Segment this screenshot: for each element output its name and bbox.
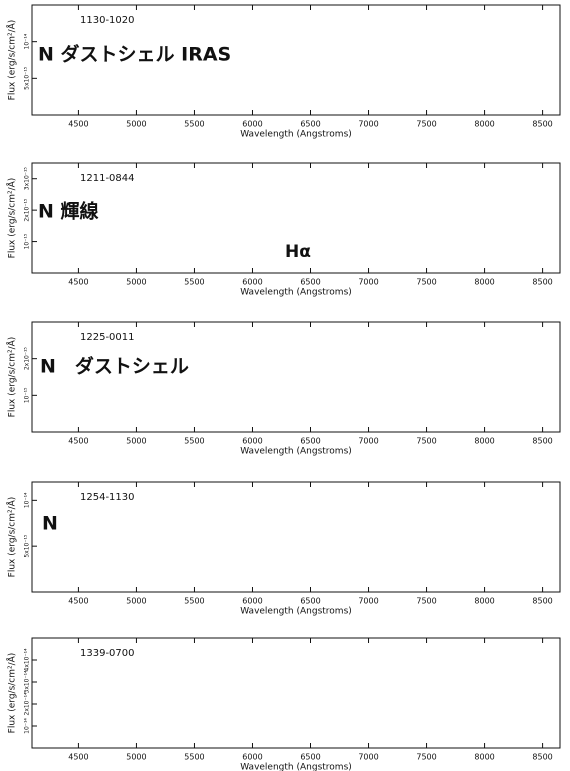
x-tick-label: 8000 bbox=[474, 597, 494, 606]
y-tick-label: 10⁻¹⁵ bbox=[24, 233, 31, 249]
x-tick-label: 7500 bbox=[416, 278, 436, 287]
object-id: 1211-0844 bbox=[80, 173, 135, 184]
y-tick-label: 2x10⁻¹⁴ bbox=[24, 692, 31, 716]
x-tick-label: 5000 bbox=[126, 753, 146, 762]
plot-frame bbox=[31, 162, 561, 274]
x-axis-title: Wavelength (Angstroms) bbox=[240, 763, 352, 771]
plot-frame bbox=[31, 481, 561, 593]
x-axis-title: Wavelength (Angstroms) bbox=[240, 288, 352, 298]
x-tick-label: 6500 bbox=[300, 597, 320, 606]
y-tick-label: 10⁻¹⁴ bbox=[24, 33, 31, 49]
x-tick-label: 7500 bbox=[416, 437, 436, 446]
x-tick-label: 7000 bbox=[358, 437, 378, 446]
y-tick-label: 4x10⁻¹⁴ bbox=[24, 648, 31, 672]
annotation: N ダストシェル bbox=[40, 355, 189, 378]
x-tick-label: 6000 bbox=[242, 278, 262, 287]
x-tick-label: 8500 bbox=[532, 753, 552, 762]
x-tick-label: 8500 bbox=[532, 597, 552, 606]
x-tick-label: 5500 bbox=[184, 597, 204, 606]
y-tick-label: 10⁻¹⁵ bbox=[24, 387, 31, 403]
object-id: 1339-0700 bbox=[80, 648, 135, 659]
x-tick-label: 4500 bbox=[68, 753, 88, 762]
x-tick-label: 6000 bbox=[242, 597, 262, 606]
x-tick-label: 7000 bbox=[358, 278, 378, 287]
plot-frame bbox=[31, 637, 561, 749]
y-axis-title: Flux (erg/s/cm²/Å) bbox=[6, 178, 18, 259]
x-tick-label: 5000 bbox=[126, 597, 146, 606]
x-tick-label: 8500 bbox=[532, 120, 552, 129]
x-tick-label: 4500 bbox=[68, 120, 88, 129]
x-tick-label: 7500 bbox=[416, 120, 436, 129]
x-tick-label: 8000 bbox=[474, 753, 494, 762]
y-tick-label: 5x10⁻¹⁵ bbox=[24, 534, 31, 558]
annotation: Hα bbox=[285, 242, 311, 262]
y-tick-label: 3x10⁻¹⁵ bbox=[24, 167, 31, 191]
object-id: 1130-1020 bbox=[80, 15, 135, 26]
x-tick-label: 8000 bbox=[474, 437, 494, 446]
y-tick-label: 10⁻¹⁴ bbox=[24, 718, 31, 734]
x-tick-label: 6000 bbox=[242, 437, 262, 446]
x-tick-label: 8500 bbox=[532, 278, 552, 287]
x-tick-label: 6500 bbox=[300, 278, 320, 287]
x-tick-label: 8000 bbox=[474, 278, 494, 287]
plot-frame bbox=[31, 4, 561, 116]
x-tick-label: 6500 bbox=[300, 120, 320, 129]
x-tick-label: 7500 bbox=[416, 753, 436, 762]
y-tick-label: 2x10⁻¹⁵ bbox=[24, 347, 31, 371]
x-tick-label: 6000 bbox=[242, 753, 262, 762]
x-axis-title: Wavelength (Angstroms) bbox=[240, 447, 352, 457]
x-tick-label: 5000 bbox=[126, 437, 146, 446]
x-tick-label: 6000 bbox=[242, 120, 262, 129]
x-tick-label: 5500 bbox=[184, 753, 204, 762]
y-axis-title: Flux (erg/s/cm²/Å) bbox=[6, 337, 18, 418]
x-tick-label: 5000 bbox=[126, 278, 146, 287]
y-tick-label: 10⁻¹⁴ bbox=[24, 492, 31, 508]
x-tick-label: 5500 bbox=[184, 120, 204, 129]
x-tick-label: 8000 bbox=[474, 120, 494, 129]
y-axis-title: Flux (erg/s/cm²/Å) bbox=[6, 653, 18, 734]
plot-frame bbox=[31, 321, 561, 433]
annotation: N ダストシェル IRAS bbox=[38, 43, 231, 66]
x-tick-label: 7000 bbox=[358, 120, 378, 129]
x-tick-label: 6500 bbox=[300, 753, 320, 762]
x-tick-label: 5500 bbox=[184, 437, 204, 446]
x-tick-label: 7500 bbox=[416, 597, 436, 606]
annotation: N 輝線 bbox=[38, 200, 99, 223]
y-axis-title: Flux (erg/s/cm²/Å) bbox=[6, 20, 18, 101]
object-id: 1254-1130 bbox=[80, 492, 135, 503]
x-tick-label: 4500 bbox=[68, 278, 88, 287]
x-axis-title: Wavelength (Angstroms) bbox=[240, 130, 352, 140]
x-tick-label: 5000 bbox=[126, 120, 146, 129]
x-tick-label: 8500 bbox=[532, 437, 552, 446]
y-tick-label: 2x10⁻¹⁵ bbox=[24, 198, 31, 222]
y-axis-title: Flux (erg/s/cm²/Å) bbox=[6, 497, 18, 578]
x-tick-label: 7000 bbox=[358, 597, 378, 606]
y-tick-label: 5x10⁻¹⁵ bbox=[24, 66, 31, 90]
x-tick-label: 7000 bbox=[358, 753, 378, 762]
x-axis-title: Wavelength (Angstroms) bbox=[240, 607, 352, 617]
x-tick-label: 4500 bbox=[68, 597, 88, 606]
y-tick-label: 3x10⁻¹⁴ bbox=[24, 670, 31, 694]
annotation: N bbox=[42, 513, 58, 535]
x-tick-label: 4500 bbox=[68, 437, 88, 446]
object-id: 1225-0011 bbox=[80, 332, 135, 343]
x-tick-label: 5500 bbox=[184, 278, 204, 287]
x-tick-label: 6500 bbox=[300, 437, 320, 446]
